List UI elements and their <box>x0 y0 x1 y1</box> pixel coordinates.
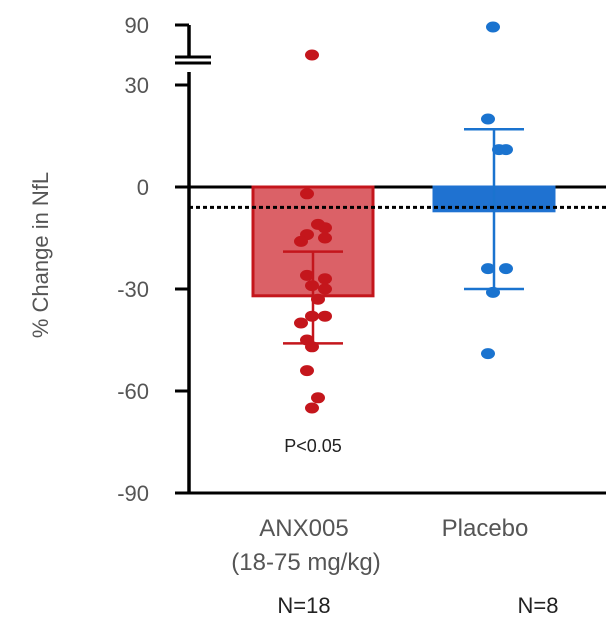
category-label-0: ANX005 <box>259 515 348 542</box>
data-point-0-7 <box>300 269 314 281</box>
category-label-1: Placebo <box>442 515 529 542</box>
data-point-0-9 <box>305 280 319 292</box>
data-point-0-19 <box>300 334 314 346</box>
data-point-0-13 <box>318 310 332 322</box>
category-sublabel-0: (18-75 mg/kg) <box>231 549 380 576</box>
data-point-0-16 <box>300 365 314 377</box>
data-point-0-8 <box>318 273 332 285</box>
data-point-0-17 <box>311 392 325 404</box>
y-tick-label-4: -60 <box>117 379 149 404</box>
data-point-0-11 <box>311 293 325 305</box>
data-point-1-7 <box>481 348 495 360</box>
data-point-0-6 <box>294 235 308 247</box>
p-value-annotation: P<0.05 <box>284 436 342 456</box>
y-tick-label-1: 30 <box>125 73 149 98</box>
data-point-0-10 <box>318 283 332 295</box>
data-point-1-3 <box>499 144 513 156</box>
error-bars <box>283 127 524 345</box>
data-point-1-5 <box>499 263 513 275</box>
data-point-1-6 <box>486 286 500 298</box>
data-point-1-0 <box>486 21 500 33</box>
y-tick-label-2: 0 <box>137 175 149 200</box>
category-labels: P<0.05 ANX005 (18-75 mg/kg) N=18 Placebo N=8 <box>231 436 558 617</box>
data-point-0-1 <box>300 188 314 200</box>
y-axis-ticks: 90 30 0 -30 -60 -90 <box>117 13 189 506</box>
y-axis-title: % Change in NfL <box>28 172 53 338</box>
y-tick-label-3: -30 <box>117 277 149 302</box>
data-point-0-12 <box>305 310 319 322</box>
data-point-0-3 <box>318 222 332 234</box>
axes <box>175 25 606 495</box>
data-point-1-1 <box>481 113 495 125</box>
data-point-0-14 <box>294 317 308 329</box>
n-label-0: N=18 <box>277 593 330 617</box>
data-point-0-5 <box>318 232 332 244</box>
data-point-1-4 <box>481 263 495 275</box>
y-tick-label-0: 90 <box>125 13 149 38</box>
y-tick-label-5: -90 <box>117 481 149 506</box>
data-point-0-0 <box>305 49 319 61</box>
n-label-1: N=8 <box>518 593 559 617</box>
data-points <box>294 21 513 414</box>
data-point-0-18 <box>305 402 319 414</box>
